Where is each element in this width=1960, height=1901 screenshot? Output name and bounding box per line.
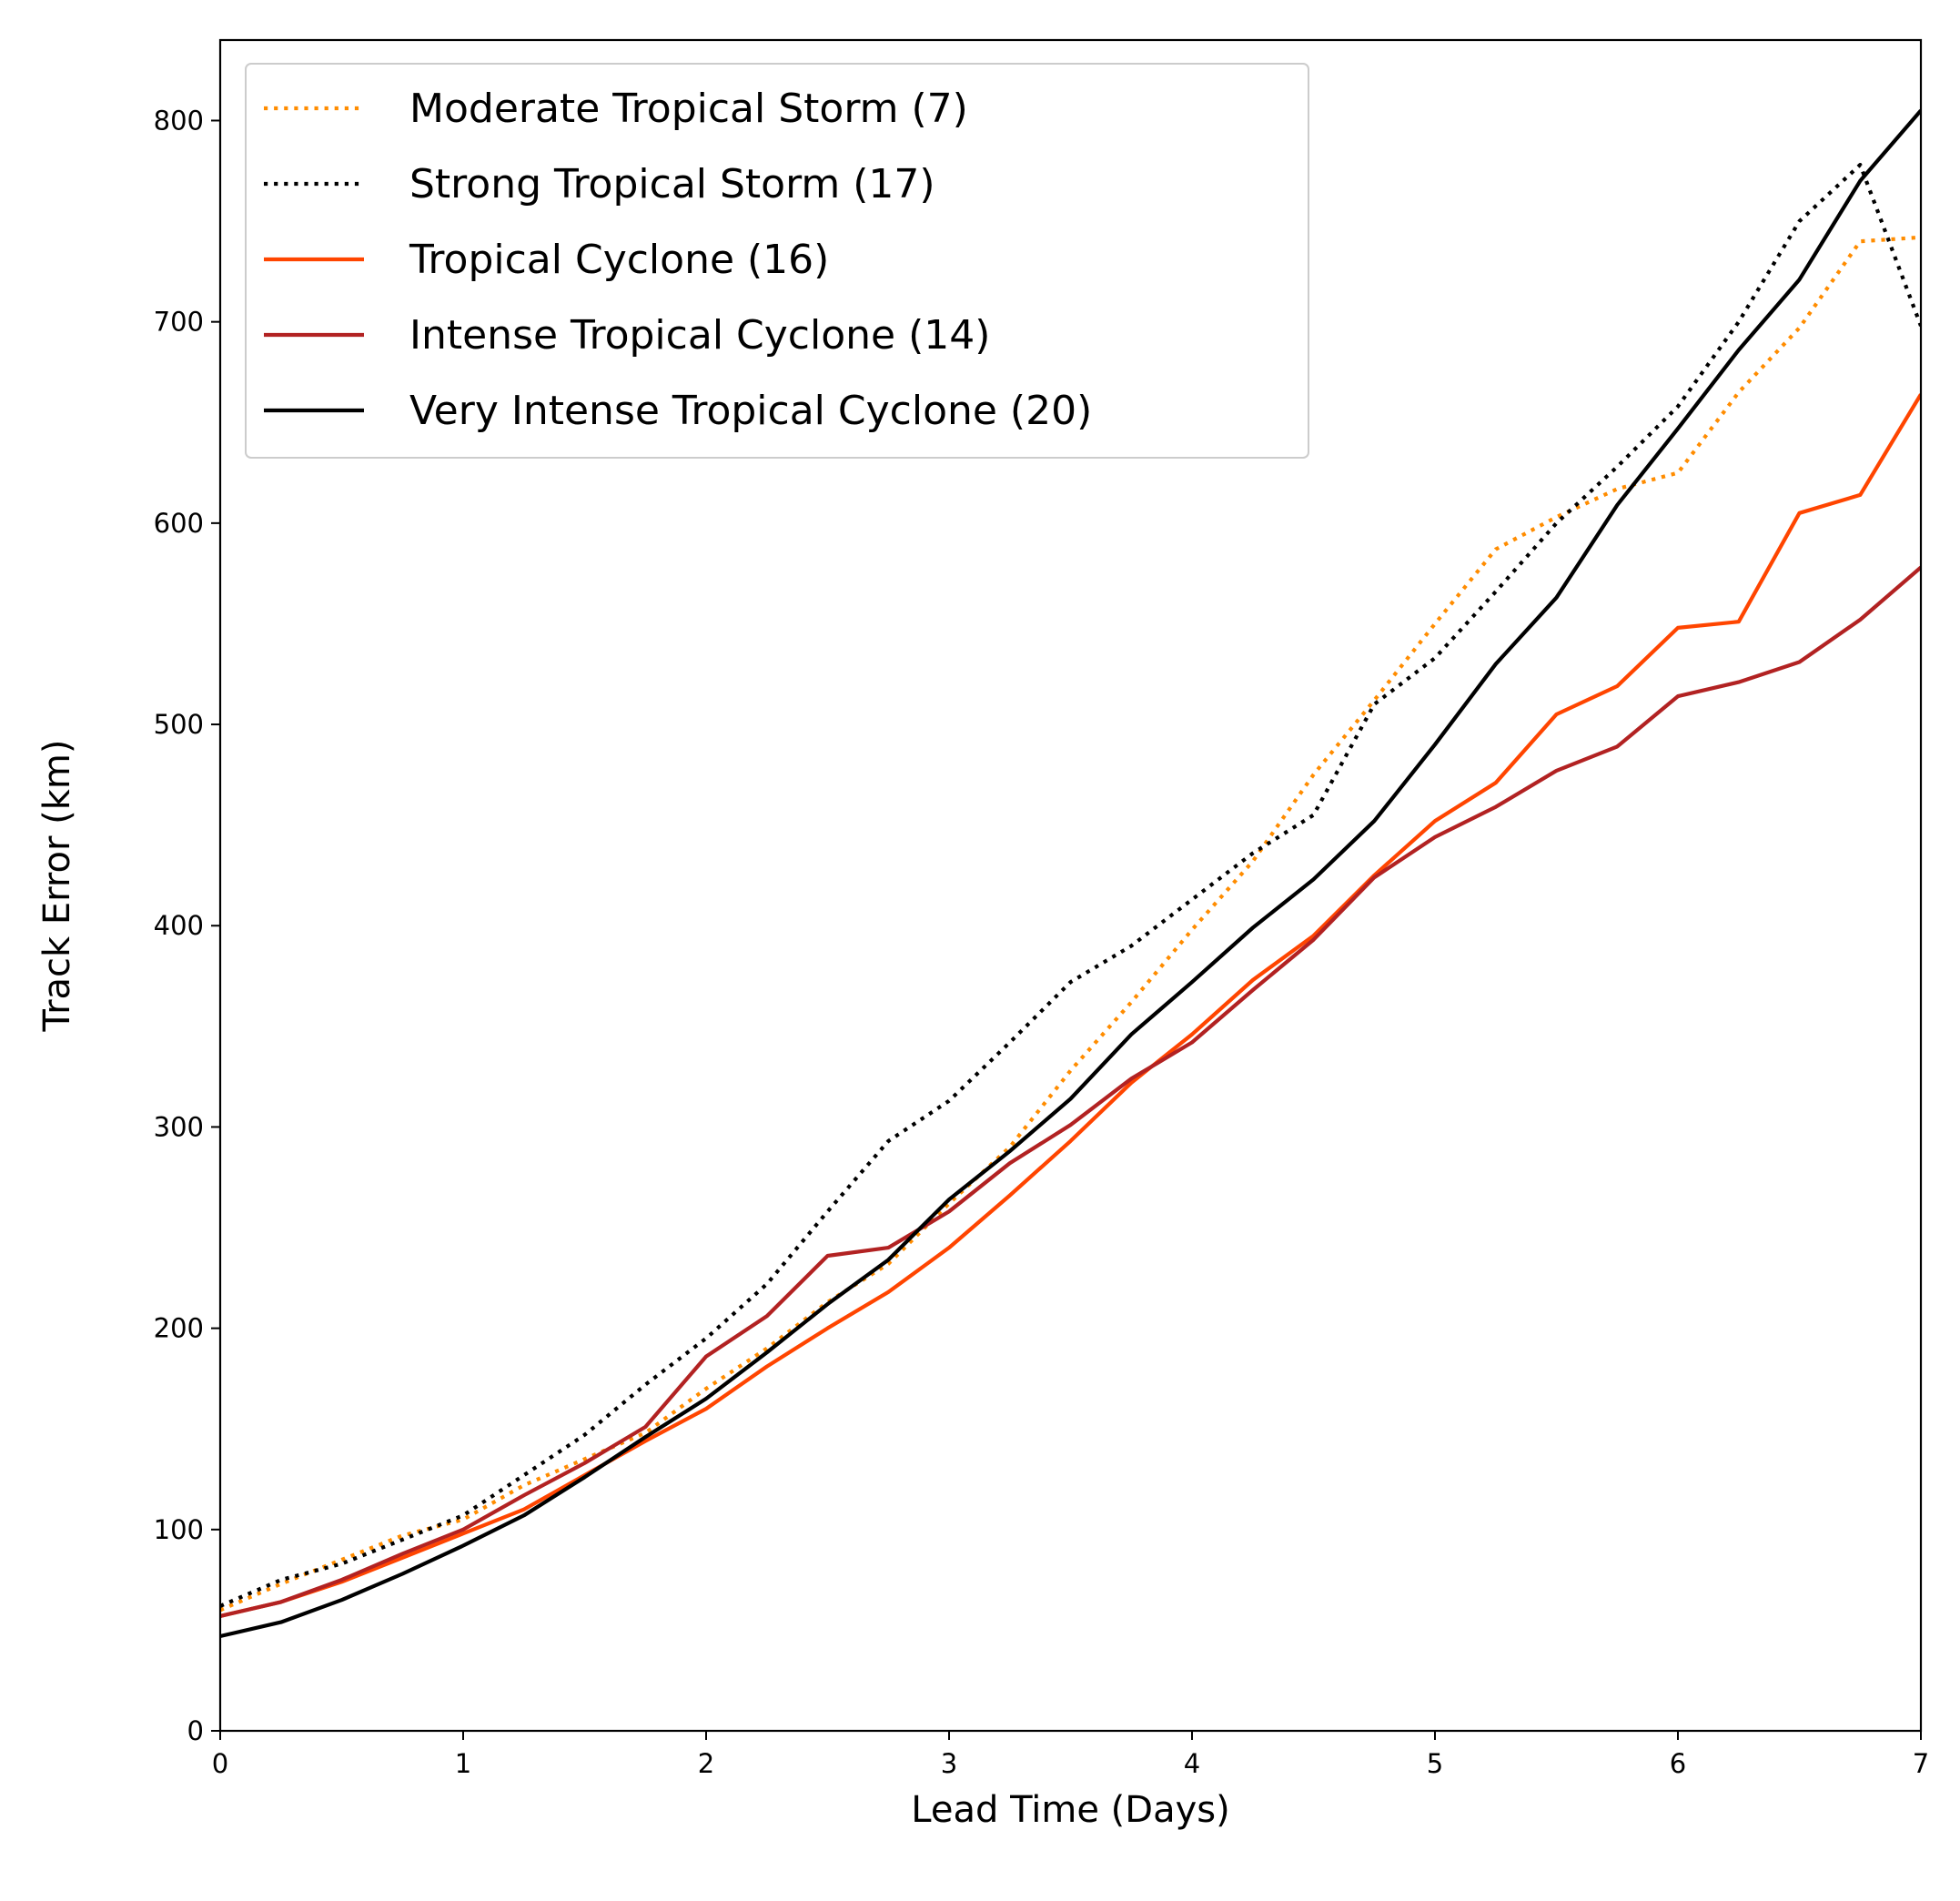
series-line-5 <box>220 109 1921 1639</box>
y-tick-label: 800 <box>154 105 204 136</box>
x-tick-label: 5 <box>1427 1748 1443 1779</box>
series-line-4 <box>220 565 1921 1618</box>
y-tick-label: 400 <box>154 910 204 941</box>
plot-area <box>220 109 1921 1639</box>
legend-box <box>245 63 1309 459</box>
x-tick-label: 1 <box>455 1748 471 1779</box>
y-tick-label: 300 <box>154 1111 204 1142</box>
series-line-2 <box>220 163 1921 1608</box>
legend-label: Moderate Tropical Storm (7) <box>409 86 968 132</box>
axes: 0 1 2 3 4 5 6 7 0 100 200 300 400 500 600 700 800 <box>154 38 1929 1779</box>
series-line-1 <box>220 235 1921 1613</box>
x-tick-label: 4 <box>1184 1748 1200 1779</box>
x-axis-label: Lead Time (Days) <box>911 1789 1229 1831</box>
x-tick-label: 6 <box>1670 1748 1686 1779</box>
x-tick-label: 7 <box>1913 1748 1929 1779</box>
x-tick-label: 0 <box>212 1748 228 1779</box>
y-tick-label: 100 <box>154 1514 204 1545</box>
legend-label: Strong Tropical Storm (17) <box>409 161 935 207</box>
x-tick-label: 2 <box>698 1748 714 1779</box>
legend-label: Tropical Cyclone (16) <box>409 237 829 283</box>
y-tick-label: 500 <box>154 709 204 740</box>
y-axis-label: Track Error (km) <box>36 740 78 1033</box>
x-tick-label: 3 <box>941 1748 957 1779</box>
y-tick-label: 700 <box>154 307 204 338</box>
series-line-3 <box>220 393 1921 1618</box>
legend-label: Intense Tropical Cyclone (14) <box>409 312 990 359</box>
legend: Moderate Tropical Storm (7) Strong Tropic… <box>245 63 1309 459</box>
y-tick-label: 600 <box>154 508 204 539</box>
axes-frame <box>218 38 1923 1733</box>
legend-label: Very Intense Tropical Cyclone (20) <box>409 388 1092 434</box>
y-tick-label: 200 <box>154 1313 204 1344</box>
y-tick-label: 0 <box>187 1715 204 1746</box>
